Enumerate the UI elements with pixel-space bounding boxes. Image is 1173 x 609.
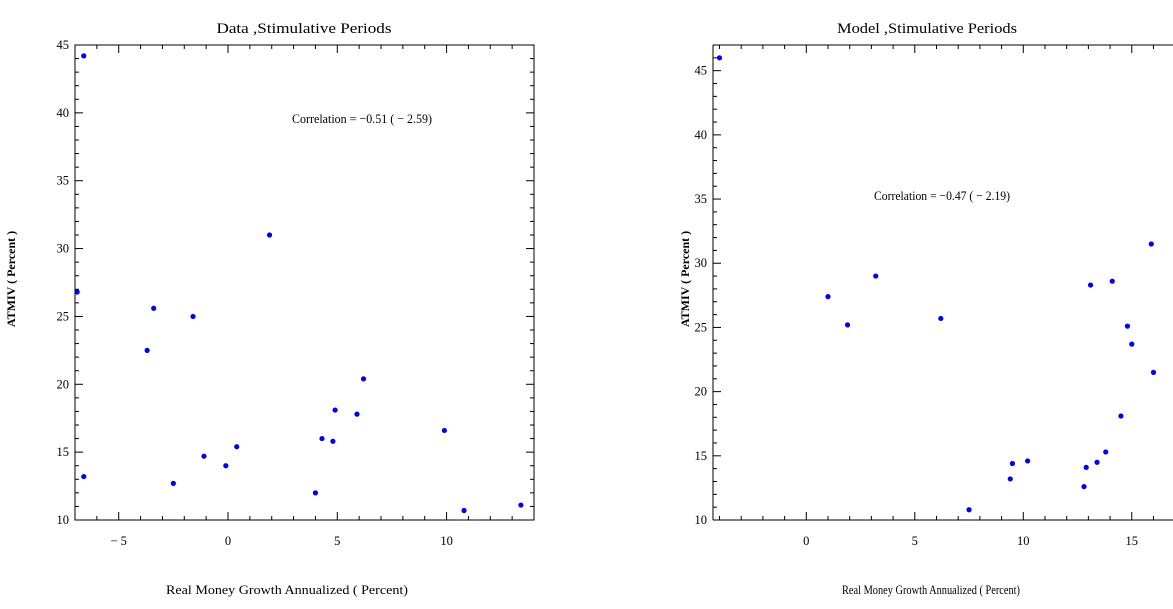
data-point [1118,413,1124,419]
y-tick-label: 40 [695,128,708,142]
x-axis-label: Real Money Growth Annualized ( Percent) [842,583,1020,597]
y-tick-label: 30 [57,242,70,256]
data-point [966,507,972,513]
y-tick-labels: 10 15 20 25 30 35 40 45 [695,64,708,527]
chart-title: Model ,Stimulative Periods [837,21,1017,37]
y-tick-label: 15 [695,449,708,463]
x-tick-label: 15 [1126,534,1139,548]
data-point [1103,449,1109,455]
x-axis-label: Real Money Growth Annualized ( Percent) [166,583,408,597]
data-point [170,480,176,486]
data-point [518,502,524,508]
data-point [81,53,87,59]
data-point [74,289,80,295]
data-point [151,305,157,311]
data-point [873,273,879,279]
y-tick-label: 45 [695,64,708,78]
data-point [1083,464,1089,470]
y-tick-label: 25 [695,320,708,334]
data-point [825,294,831,300]
y-tick-label: 10 [57,513,70,527]
y-tick-label: 40 [57,106,70,120]
scatter-points [74,53,524,514]
data-point [223,463,229,469]
y-tick-label: 35 [57,174,70,188]
x-tick-label: 10 [1017,534,1030,548]
tick-marks [713,44,1154,521]
data-point [938,315,944,322]
y-tick-label: 20 [695,385,708,399]
y-tick-label: 25 [57,309,70,323]
data-point [360,376,367,382]
y-tick-label: 45 [57,38,70,52]
x-tick-labels: − 5 0 5 10 [110,534,452,548]
x-tick-label: 10 [440,534,453,548]
data-point [354,411,360,417]
x-tick-labels: 0 5 10 15 [803,534,1138,548]
x-tick-label: 0 [225,534,231,548]
data-point [716,55,723,61]
data-point [1007,476,1013,482]
data-point [441,427,447,434]
x-tick-label: − 5 [110,534,126,548]
data-point [319,435,325,442]
y-tick-label: 15 [57,445,70,459]
plot-frame [74,44,535,521]
data-point [1150,369,1157,375]
data-point [201,453,207,459]
x-tick-label: 5 [912,534,918,548]
chart-panel-data: Data ,Stimulative Periods Correlation = … [4,21,535,597]
y-tick-label: 10 [695,513,708,527]
data-point [81,473,87,480]
data-point [330,438,336,444]
tick-marks [74,44,535,521]
data-point [1009,460,1016,467]
x-tick-label: 0 [803,534,809,548]
chart-title: Data ,Stimulative Periods [217,21,392,37]
chart-panel-model: Model ,Stimulative Periods Correlation =… [678,21,1173,597]
y-tick-label: 20 [57,377,70,391]
scatter-points [716,55,1157,513]
y-tick-label: 35 [695,192,708,206]
correlation-annotation: Correlation = −0.47 ( − 2.19) [874,188,1010,203]
data-point [266,232,273,238]
correlation-annotation: Correlation = −0.51 ( − 2.59) [292,111,432,126]
x-tick-label: 5 [334,534,340,548]
y-axis-label: ATMIV ( Percent ) [4,231,18,327]
data-point [144,347,150,353]
data-point [1129,341,1135,347]
data-point [312,490,319,496]
data-point [1109,278,1115,284]
data-point [1124,323,1131,329]
data-point [1148,241,1154,247]
data-point [1087,282,1094,288]
data-point [461,507,467,514]
data-point [234,444,240,450]
y-tick-label: 30 [695,256,708,270]
data-point [1025,458,1031,464]
data-point [1094,459,1100,465]
data-point [1081,484,1087,490]
y-tick-labels: 10 15 20 25 30 35 40 45 [57,38,70,527]
data-point [190,313,196,320]
data-point [332,407,338,413]
data-point [844,322,851,328]
y-axis-label: ATMIV ( Percent ) [678,231,692,327]
